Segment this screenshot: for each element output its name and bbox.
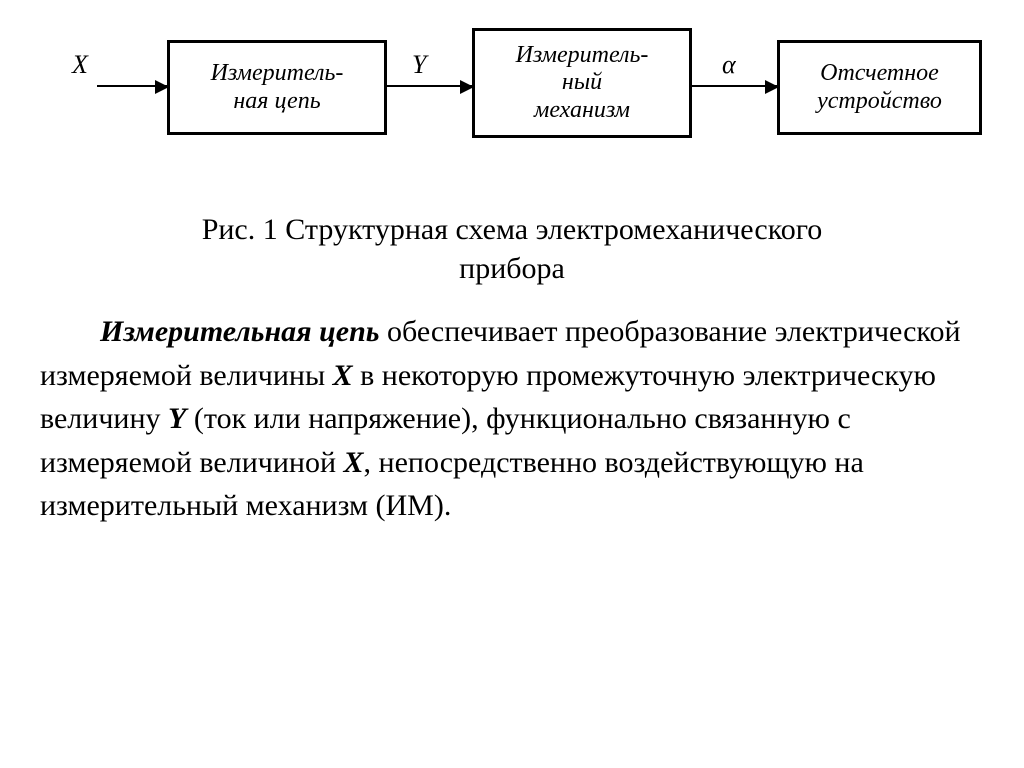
figure-caption: Рис. 1 Структурная схема электромеханиче… bbox=[40, 210, 984, 288]
var-y: Y bbox=[168, 402, 186, 435]
signal-y-label: Y bbox=[412, 50, 426, 80]
var-x-1: X bbox=[333, 359, 353, 392]
caption-line2: прибора bbox=[459, 252, 565, 285]
page: X Измеритель- ная цепь Y Измеритель- ный… bbox=[0, 0, 1024, 768]
block-measuring-mechanism: Измеритель- ный механизм bbox=[472, 28, 692, 138]
block3-line2: устройство bbox=[817, 88, 942, 114]
block2-line1: Измеритель- bbox=[516, 42, 649, 68]
block-readout-device: Отсчетное устройство bbox=[777, 40, 982, 135]
var-x-2: X bbox=[344, 446, 364, 479]
block-measuring-circuit: Измеритель- ная цепь bbox=[167, 40, 387, 135]
block2-line3: механизм bbox=[534, 97, 630, 123]
caption-line1: Рис. 1 Структурная схема электромеханиче… bbox=[202, 213, 823, 246]
term-measuring-circuit: Измерительная цепь bbox=[100, 315, 379, 348]
block1-line2: ная цепь bbox=[233, 88, 320, 114]
block2-line2: ный bbox=[562, 69, 602, 95]
signal-alpha-label: α bbox=[722, 50, 736, 80]
arrow-x bbox=[97, 85, 167, 87]
arrow-alpha bbox=[692, 85, 777, 87]
arrow-y bbox=[387, 85, 472, 87]
block-diagram: X Измеритель- ная цепь Y Измеритель- ный… bbox=[42, 20, 982, 170]
body-paragraph: Измерительная цепь обеспечивает преобраз… bbox=[40, 310, 984, 528]
signal-x-label: X bbox=[72, 50, 88, 80]
block3-line1: Отсчетное bbox=[820, 60, 939, 86]
block1-line1: Измеритель- bbox=[211, 60, 344, 86]
